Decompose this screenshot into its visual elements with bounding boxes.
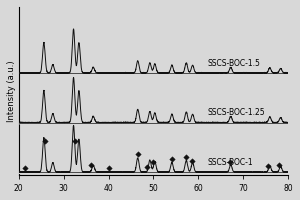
Text: SSCS-BOC-1.25: SSCS-BOC-1.25 xyxy=(207,108,265,117)
Text: SSCS-BOC-1: SSCS-BOC-1 xyxy=(207,158,253,167)
Text: SSCS-BOC-1.5: SSCS-BOC-1.5 xyxy=(207,59,260,68)
Y-axis label: Intensity (a.u.): Intensity (a.u.) xyxy=(7,60,16,122)
